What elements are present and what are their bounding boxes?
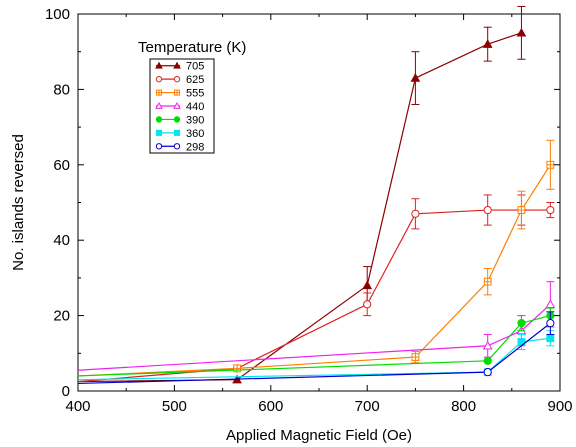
x-tick-label: 500 [162, 398, 187, 415]
legend-label: 555 [186, 88, 204, 100]
y-tick-label: 40 [53, 232, 70, 249]
marker [173, 101, 181, 109]
marker [545, 299, 556, 308]
marker [516, 27, 527, 37]
y-tick-label: 0 [62, 383, 70, 400]
x-axis-label: Applied Magnetic Field (Oe) [226, 427, 412, 444]
y-tick-label: 100 [45, 6, 70, 23]
marker [173, 75, 181, 83]
y-tick-label: 80 [53, 81, 70, 98]
x-tick-label: 900 [547, 398, 572, 415]
marker [546, 334, 555, 343]
series-298 [77, 311, 555, 385]
series-line [77, 32, 522, 383]
marker [155, 143, 163, 150]
marker [173, 61, 181, 69]
legend-item-625: 625 [155, 74, 204, 86]
x-tick-label: 400 [65, 398, 90, 415]
marker [173, 143, 181, 150]
series-625 [77, 194, 555, 383]
series-440 [77, 281, 556, 371]
marker [410, 73, 421, 82]
marker [411, 209, 420, 218]
marker [483, 205, 492, 215]
legend-item-390: 390 [155, 114, 204, 126]
series-line [77, 322, 551, 385]
series-line [77, 164, 551, 377]
legend-label: 625 [186, 74, 204, 86]
marker [155, 129, 163, 136]
y-tick-label: 60 [53, 157, 70, 174]
legend-item-705: 705 [155, 61, 204, 73]
series-layer [77, 5, 556, 385]
marker [173, 116, 181, 123]
marker [546, 319, 555, 328]
series-line [77, 303, 551, 371]
marker [155, 101, 163, 109]
series-line [77, 337, 551, 381]
legend-label: 440 [186, 101, 204, 113]
legend-label: 390 [186, 114, 204, 126]
x-tick-label: 600 [258, 398, 283, 415]
legend-item-298: 298 [155, 141, 204, 153]
marker [483, 356, 492, 365]
marker [362, 280, 373, 290]
marker [482, 340, 493, 350]
marker [155, 116, 163, 123]
legend-item-555: 555 [155, 88, 204, 100]
legend-title: Temperature (K) [138, 39, 246, 56]
y-axis-label: No. islands reversed [10, 134, 27, 271]
series-line [77, 315, 551, 377]
axes-layer: 400 500 600 700 800 900 0 20 40 60 80 100 [45, 6, 573, 415]
x-tick-label: 800 [451, 398, 476, 415]
legend-label: 360 [186, 128, 204, 140]
legend-label: 705 [186, 61, 204, 73]
legend-item-440: 440 [155, 101, 204, 113]
marker [155, 75, 163, 83]
marker [517, 319, 526, 328]
marker [482, 39, 493, 48]
y-tick-label: 20 [53, 308, 70, 325]
marker [155, 61, 163, 69]
marker [483, 368, 492, 377]
legend-label: 298 [186, 141, 204, 153]
marker [546, 205, 555, 215]
x-tick-label: 700 [355, 398, 380, 415]
marker [363, 300, 372, 309]
series-705 [77, 5, 527, 384]
legend-item-360: 360 [155, 128, 204, 140]
marker [173, 129, 181, 136]
series-555 [77, 139, 555, 377]
